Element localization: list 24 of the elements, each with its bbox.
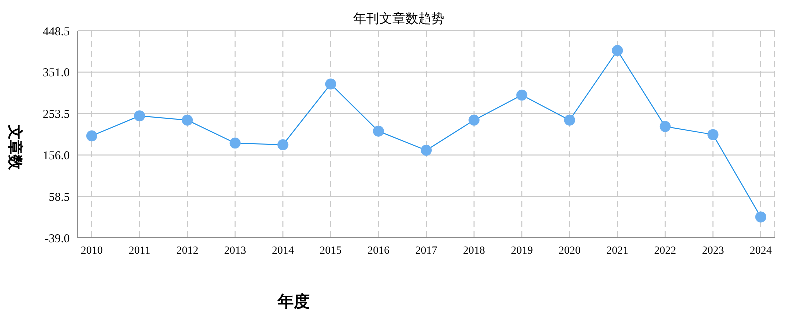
x-tick-label: 2013 [224, 244, 247, 257]
x-tick-label: 2018 [463, 244, 486, 257]
x-axis-title: 年度 [278, 292, 310, 313]
y-tick-label: 58.5 [49, 190, 70, 204]
y-tick-label: 351.0 [43, 66, 70, 80]
y-tick-label: 253.5 [43, 107, 70, 122]
x-tick-label: 2020 [558, 244, 582, 257]
x-tick-label: 2019 [511, 244, 534, 257]
x-tick-label: 2023 [702, 244, 725, 257]
x-tick-label: 2022 [654, 244, 676, 257]
x-tick-label: 2016 [368, 244, 390, 257]
x-tick-label: 2017 [416, 244, 438, 257]
y-tick-label: -39.0 [45, 231, 70, 246]
x-tick-label: 2010 [81, 244, 104, 257]
y-axis-title: 文章数 [6, 124, 24, 172]
x-tick-label: 2012 [176, 244, 199, 257]
y-tick-label: 156.0 [43, 148, 70, 162]
x-tick-label: 2011 [128, 244, 151, 257]
x-tick-label: 2014 [272, 244, 295, 257]
y-tick-label: 448.5 [43, 24, 70, 38]
x-tick-label: 2024 [750, 244, 772, 257]
chart-title: 年刊文章数趋势 [354, 11, 444, 26]
x-tick-label: 2015 [320, 244, 342, 257]
x-tick-label: 2021 [606, 244, 629, 257]
